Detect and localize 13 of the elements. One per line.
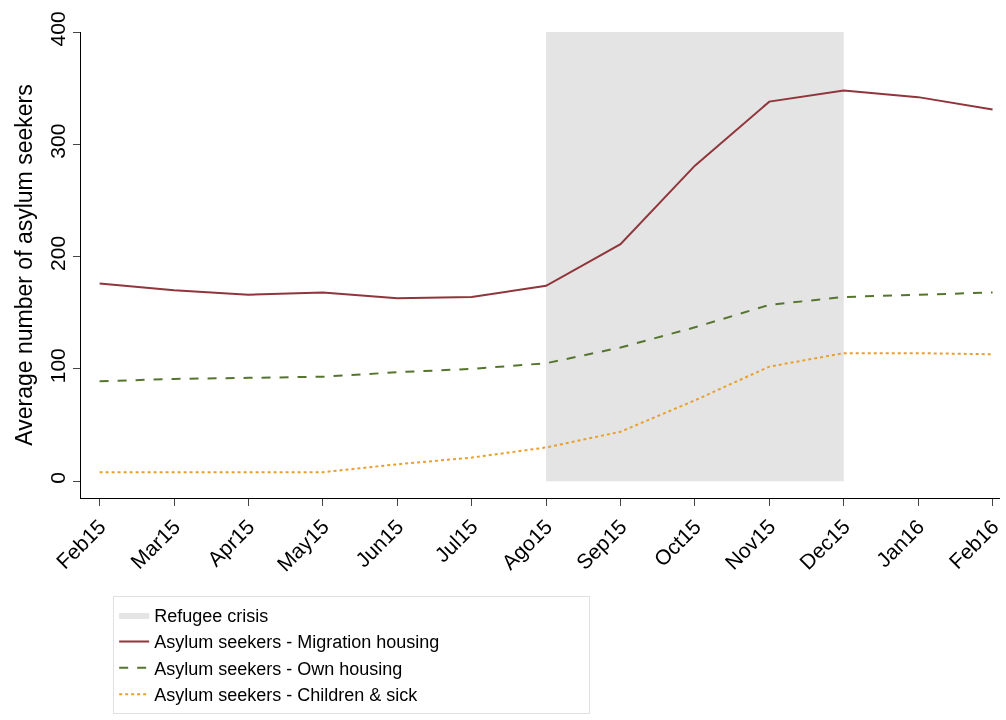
y-tick-label: 0 [45,472,69,484]
legend-label: Asylum seekers - Children & sick [154,685,419,706]
legend-label: Asylum seekers - Migration housing [154,632,440,653]
y-tick-label: 100 [45,348,69,384]
legend-label: Refugee crisis [154,606,269,627]
y-tick-label: 400 [45,11,69,47]
line-series [98,352,994,474]
line-series [98,291,994,383]
legend-label: Asylum seekers - Own housing [154,658,403,679]
y-axis-title: Average number of asylum seekers [11,84,38,446]
line-series [98,89,994,300]
y-tick-label: 300 [45,123,69,159]
y-tick-label: 200 [45,235,69,271]
